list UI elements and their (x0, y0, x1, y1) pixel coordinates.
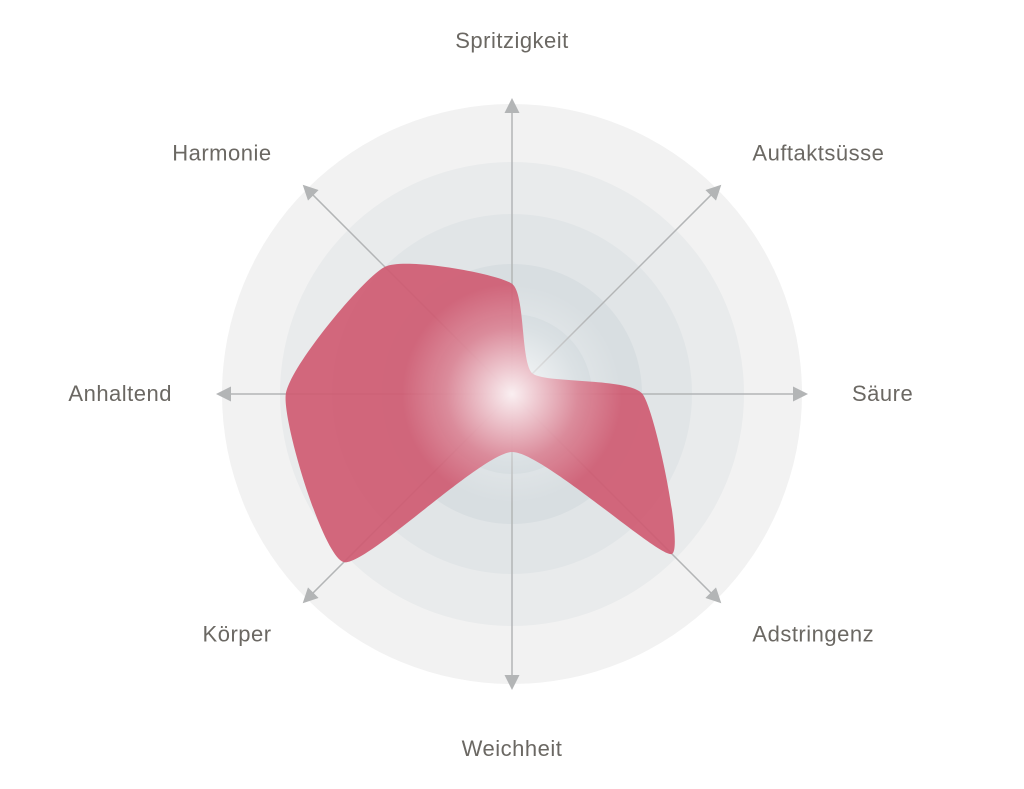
radar-svg: Spritzigkeit Auftaktsüsse Säure Adstringenz… (0, 0, 1024, 789)
axis-label: Körper (203, 621, 272, 646)
axis-label: Adstringenz (752, 621, 874, 646)
axis-label: Harmonie (172, 141, 271, 166)
axis-label: Säure (852, 381, 913, 406)
center-glow (402, 284, 622, 504)
radar-chart: Spritzigkeit Auftaktsüsse Säure Adstringenz… (0, 0, 1024, 789)
axis-label: Weichheit (462, 736, 563, 761)
axis-label: Spritzigkeit (455, 28, 569, 53)
axis-label: Anhaltend (68, 381, 172, 406)
axis-label: Auftaktsüsse (752, 141, 884, 166)
